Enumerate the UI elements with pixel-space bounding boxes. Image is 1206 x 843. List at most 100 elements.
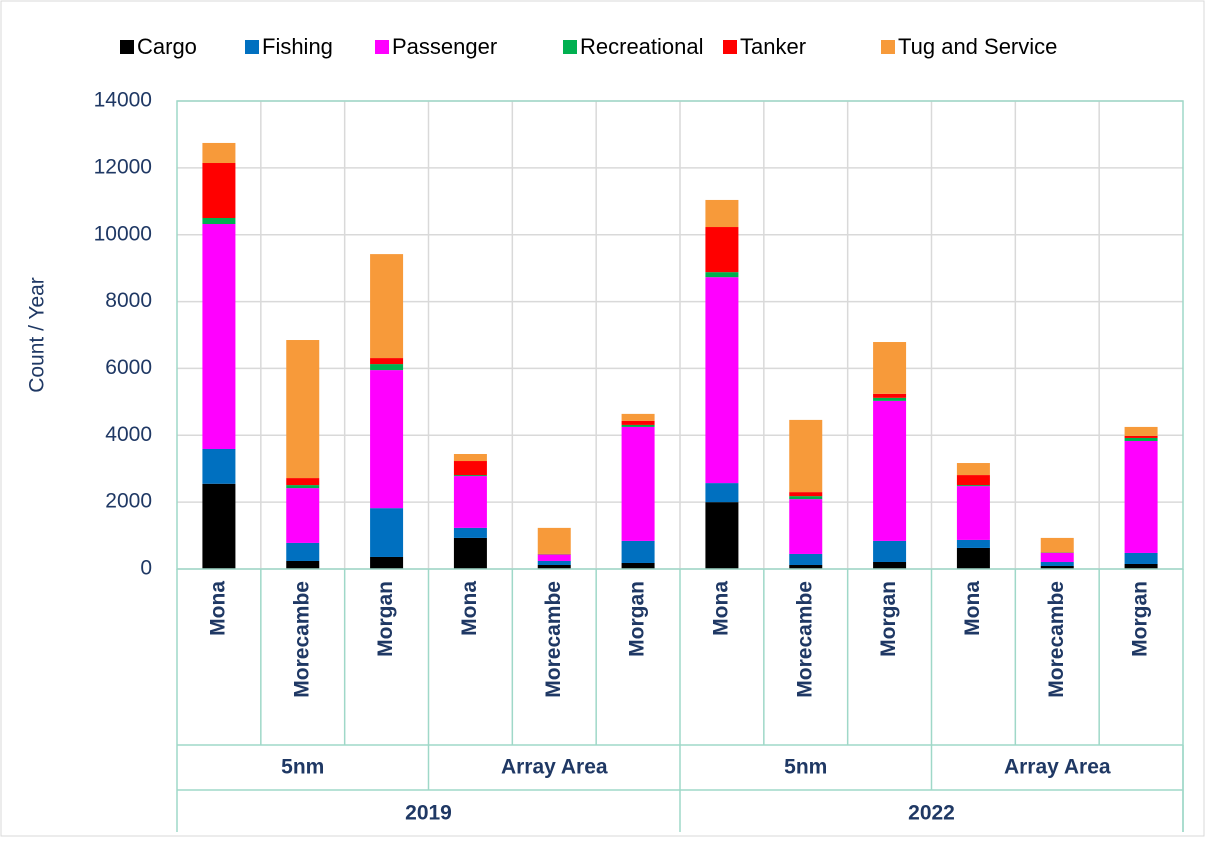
bar-segment — [1041, 538, 1074, 552]
bar-segment — [286, 543, 319, 561]
y-tick-label: 14000 — [94, 89, 152, 112]
bar-segment — [370, 370, 403, 508]
x-tick-label: Morecambe — [290, 581, 313, 698]
group-label: 5nm — [281, 756, 324, 779]
y-tick-label: 12000 — [94, 155, 152, 178]
bar-segment — [957, 463, 990, 475]
bar-segment — [454, 528, 487, 538]
y-tick-label: 4000 — [105, 423, 152, 446]
legend-swatch — [245, 40, 259, 54]
bar-segment — [789, 492, 822, 496]
bar-segment — [454, 475, 487, 476]
legend-label: Passenger — [392, 34, 497, 59]
bar-segment — [1125, 441, 1158, 553]
bar-segment — [454, 461, 487, 475]
x-tick-label: Morgan — [1129, 581, 1152, 657]
y-tick-label: 2000 — [105, 490, 152, 513]
bar-segment — [705, 227, 738, 272]
legend-label: Tanker — [740, 34, 806, 59]
bar-segment — [1041, 553, 1074, 562]
bar-segment — [789, 420, 822, 492]
bar-segment — [370, 557, 403, 569]
bar-segment — [873, 401, 906, 541]
legend-swatch — [563, 40, 577, 54]
bar-segment — [789, 554, 822, 565]
bar-segment — [622, 541, 655, 563]
y-tick-label: 8000 — [105, 289, 152, 312]
bar-segment — [873, 562, 906, 569]
bar-segment — [202, 163, 235, 218]
bar-segment — [873, 541, 906, 562]
legend-swatch — [723, 40, 737, 54]
bar-segment — [286, 561, 319, 569]
bar-segment — [957, 485, 990, 486]
legend-label: Cargo — [137, 34, 197, 59]
bar-segment — [1125, 436, 1158, 438]
legend-swatch — [881, 40, 895, 54]
y-axis-label: Count / Year — [26, 277, 49, 393]
legend-swatch — [120, 40, 134, 54]
bar-segment — [1125, 564, 1158, 569]
bar-segment — [873, 342, 906, 394]
x-tick-label: Morecambe — [542, 581, 565, 698]
x-tick-label: Mona — [961, 581, 984, 636]
legend-label: Fishing — [262, 34, 333, 59]
group-label: Array Area — [501, 756, 608, 779]
bar-segment — [202, 484, 235, 569]
bar-segment — [789, 499, 822, 554]
bar-segment — [202, 449, 235, 484]
bar-segment — [370, 364, 403, 370]
bar-segment — [705, 272, 738, 277]
bar-segment — [705, 483, 738, 502]
x-tick-label: Morgan — [877, 581, 900, 657]
bar-segment — [202, 218, 235, 224]
x-tick-label: Mona — [206, 581, 229, 636]
bar-segment — [705, 502, 738, 569]
x-tick-label: Morgan — [374, 581, 397, 657]
bar-segment — [370, 508, 403, 557]
bar-segment — [286, 485, 319, 488]
bar-segment — [957, 548, 990, 569]
bar-segment — [1125, 427, 1158, 436]
bar-segment — [622, 427, 655, 541]
bar-segment — [454, 538, 487, 569]
x-tick-label: Morecambe — [1045, 581, 1068, 698]
bar-segment — [286, 340, 319, 478]
year-label: 2022 — [908, 802, 955, 825]
bar-segment — [538, 561, 571, 565]
bar-segment — [1041, 562, 1074, 566]
bar-segment — [705, 277, 738, 483]
y-tick-label: 6000 — [105, 356, 152, 379]
bar-segment — [286, 488, 319, 543]
bar-segment — [370, 254, 403, 358]
bar-segment — [957, 486, 990, 540]
x-tick-label: Mona — [458, 581, 481, 636]
bar-segment — [873, 398, 906, 401]
bar-segment — [622, 425, 655, 427]
bar-segment — [538, 555, 571, 561]
bar-segment — [1125, 438, 1158, 441]
legend-label: Tug and Service — [898, 34, 1057, 59]
bar-segment — [622, 563, 655, 569]
bar-segment — [705, 200, 738, 227]
bar-segment — [622, 421, 655, 425]
bar-segment — [957, 540, 990, 548]
y-tick-label: 10000 — [94, 222, 152, 245]
bar-segment — [454, 476, 487, 528]
bar-segment — [202, 143, 235, 163]
y-tick-label: 0 — [140, 557, 152, 580]
legend-swatch — [375, 40, 389, 54]
x-tick-label: Morgan — [626, 581, 649, 657]
bar-segment — [1125, 553, 1158, 564]
bar-segment — [370, 358, 403, 364]
bar-segment — [957, 475, 990, 485]
bar-segment — [622, 414, 655, 421]
bar-segment — [454, 454, 487, 461]
year-label: 2019 — [405, 802, 452, 825]
x-tick-label: Mona — [709, 581, 732, 636]
legend-label: Recreational — [580, 34, 704, 59]
bar-segment — [286, 478, 319, 485]
x-tick-label: Morecambe — [793, 581, 816, 698]
